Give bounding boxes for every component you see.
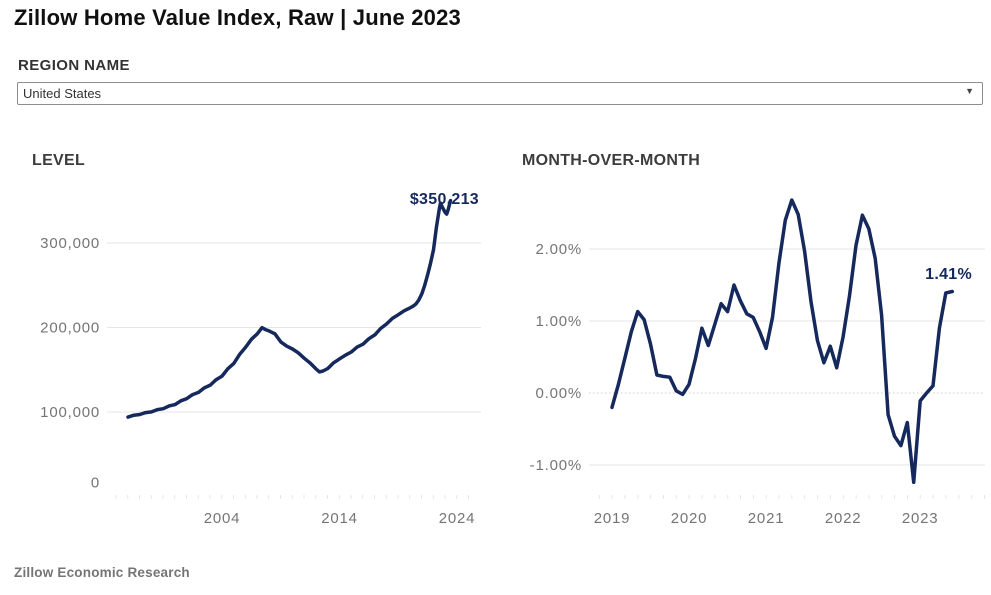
svg-text:2022: 2022 <box>825 510 862 527</box>
chart-mom: 2.00% 1.00% 0.00% -1.00% 2019 2020 2021 2022 202… <box>530 198 985 527</box>
svg-text:2021: 2021 <box>748 510 785 527</box>
svg-text:2023: 2023 <box>902 510 939 527</box>
chart-title-level: LEVEL <box>32 152 86 169</box>
svg-text:0.00%: 0.00% <box>535 385 582 402</box>
svg-text:$350,213: $350,213 <box>410 191 479 208</box>
region-name-label: REGION NAME <box>18 57 130 74</box>
svg-text:200,000: 200,000 <box>40 320 100 337</box>
svg-text:2024: 2024 <box>439 510 476 527</box>
svg-text:2004: 2004 <box>204 510 241 527</box>
page-title: Zillow Home Value Index, Raw | June 2023 <box>14 5 461 30</box>
region-select[interactable]: United States <box>17 82 983 105</box>
chart-title-month-over-month: MONTH-OVER-MONTH <box>522 152 701 169</box>
svg-text:1.00%: 1.00% <box>535 313 582 330</box>
chart-level: 300,000 200,000 100,000 0 2004 2014 2024 $350,2… <box>40 191 481 527</box>
svg-text:-1.00%: -1.00% <box>530 457 582 474</box>
footer-credit: Zillow Economic Research <box>14 565 190 580</box>
svg-text:100,000: 100,000 <box>40 404 100 421</box>
svg-text:2014: 2014 <box>321 510 358 527</box>
svg-text:0: 0 <box>91 475 100 492</box>
svg-text:2.00%: 2.00% <box>535 241 582 258</box>
svg-text:300,000: 300,000 <box>40 235 100 252</box>
region-select-wrap: United States ▼ <box>17 82 983 105</box>
svg-text:2019: 2019 <box>594 510 631 527</box>
svg-text:1.41%: 1.41% <box>925 266 972 283</box>
svg-text:2020: 2020 <box>671 510 708 527</box>
